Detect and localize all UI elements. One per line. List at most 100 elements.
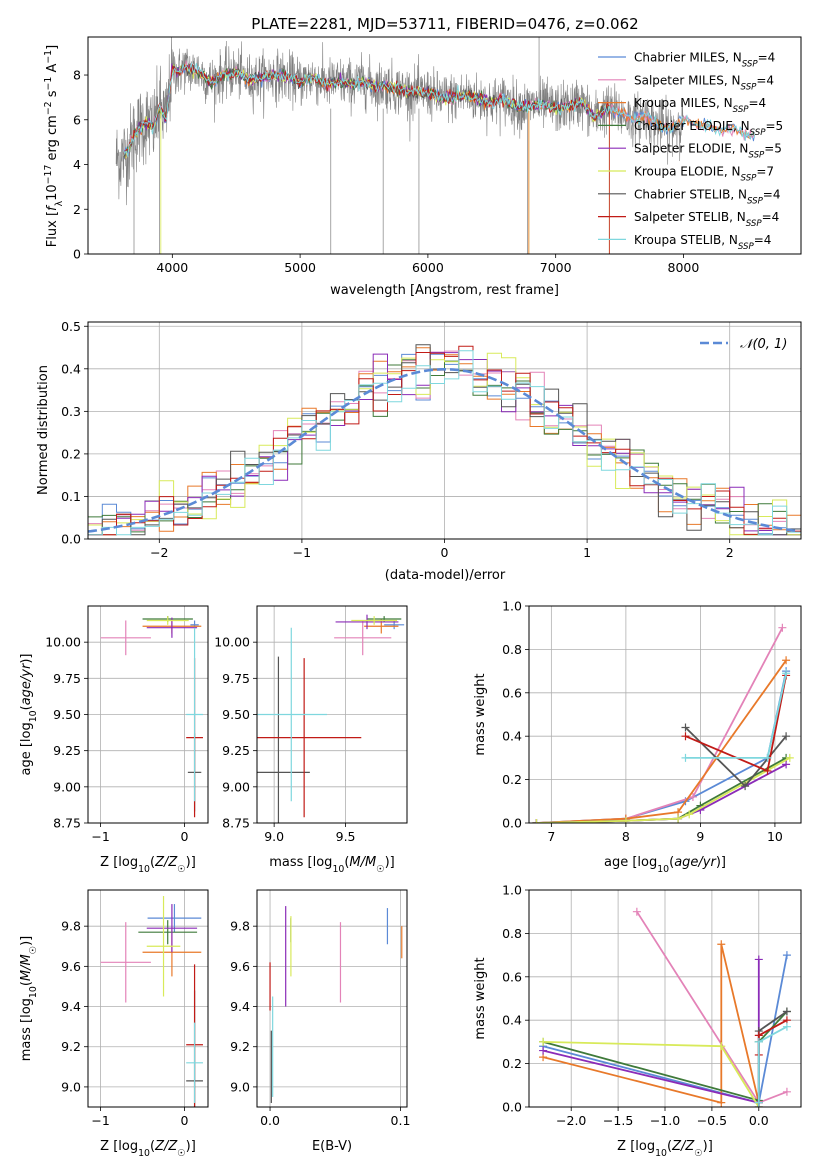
label-part: ( <box>150 1139 155 1154</box>
x-tick-label: 5000 <box>284 260 316 275</box>
x-tick-label: 0 <box>181 1113 189 1128</box>
panel-mass-vs-Z: −1 09.09.29.49.69.8Z [log10(Z/Z☉)]mass [l… <box>19 889 209 1159</box>
x-tick-label: −1 <box>293 545 311 560</box>
figure-title: PLATE=2281, MJD=53711, FIBERID=0476, z=0… <box>251 15 638 33</box>
label-part: =4 <box>756 73 774 87</box>
label-part: M/M <box>19 954 34 981</box>
weight-marker-kroupa-elodie <box>674 814 683 823</box>
axes-frame <box>87 36 802 255</box>
weight-marker-salpeter-stelib <box>681 732 690 741</box>
x-tick-label: 8 <box>622 829 630 844</box>
weight-marker-salpeter-miles <box>632 907 641 916</box>
weight-marker-salpeter-elodie <box>754 955 763 964</box>
legend-entry: Salpeter STELIB, NSSP=4 <box>634 210 779 229</box>
weight-marker-salpeter-elodie <box>539 1046 548 1055</box>
legend-entry: Chabrier STELIB, NSSP=4 <box>634 187 781 206</box>
weight-marker-chabrier-miles <box>782 951 791 960</box>
y-tick-label: 9.0 <box>61 1079 81 1094</box>
label-part: f <box>45 204 60 211</box>
label-part: =4 <box>762 210 780 224</box>
label-part: SSP <box>742 60 759 70</box>
x-tick-label: 1 <box>583 545 591 560</box>
weight-marker-kroupa-elodie <box>539 1037 548 1046</box>
x-tick-label: −2 <box>150 545 168 560</box>
y-tick-label: 0 <box>73 247 81 262</box>
label-part: 10 <box>28 986 39 998</box>
label-part: M/M <box>349 855 376 870</box>
x-tick-label: 9.5 <box>336 829 356 844</box>
label-part: −1 <box>43 50 54 64</box>
y-tick-label: 10.00 <box>45 635 81 650</box>
label-part: ( <box>150 855 155 870</box>
y-tick-label: 9.00 <box>53 779 81 794</box>
x-tick-label: 9.0 <box>264 829 284 844</box>
label-part: age [log <box>19 722 34 775</box>
label-part: Z/Z <box>154 855 178 870</box>
axes-frame <box>256 889 408 1108</box>
x-tick-label: 8000 <box>668 260 700 275</box>
label-part: =4 <box>754 233 772 247</box>
y-tick-label: 1.0 <box>502 599 522 614</box>
plot-area <box>115 37 755 254</box>
x-axis-label: wavelength [Angstrom, rest frame] <box>330 283 559 298</box>
y-tick-label: 9.75 <box>222 671 250 686</box>
x-tick-label: −0.5 <box>697 1113 727 1128</box>
y-tick-label: 0.8 <box>502 926 522 941</box>
label-part: −1 <box>43 77 54 91</box>
weight-line-salpeter-miles <box>536 627 784 823</box>
x-axis-label: E(B-V) <box>312 1139 352 1154</box>
y-tick-label: 0.2 <box>502 772 522 787</box>
x-tick-label: −1.5 <box>603 1113 633 1128</box>
label-part: erg cm <box>45 115 60 164</box>
weight-marker-kroupa-elodie <box>717 1042 726 1051</box>
label-part: )] <box>19 653 34 663</box>
weight-line-salpeter-elodie <box>542 959 760 1104</box>
label-part: )] <box>19 936 34 946</box>
plot-area <box>532 623 794 823</box>
weight-marker-kroupa-stelib <box>754 1098 763 1107</box>
label-part: mass [log <box>269 855 332 870</box>
weight-marker-salpeter-miles <box>688 792 697 801</box>
weight-marker-salpeter-miles <box>782 1087 791 1096</box>
label-part: SSP <box>741 174 758 184</box>
weight-line-kroupa-miles <box>536 659 787 823</box>
label-part: Salpeter STELIB, N <box>634 210 746 224</box>
label-part: Z [log <box>100 855 138 870</box>
x-axis-label: mass [log10(M/M☉)] <box>269 855 395 875</box>
x-tick-label: 7000 <box>540 260 572 275</box>
weight-marker-kroupa-stelib <box>782 1022 791 1031</box>
label-part: E(B-V) <box>312 1139 352 1154</box>
y-tick-label: 9.6 <box>61 959 81 974</box>
label-part: ( <box>669 855 674 870</box>
plot-area <box>88 344 801 536</box>
label-part: SSP <box>733 105 750 115</box>
label-part: −17 <box>43 165 54 185</box>
x-tick-label: 9 <box>696 829 704 844</box>
weight-marker-kroupa-stelib <box>754 1037 763 1046</box>
label-part: SSP <box>747 196 764 206</box>
label-part: Salpeter ELODIE, N <box>634 142 748 156</box>
label-part: ☉ <box>177 1148 185 1159</box>
y-tick-label: 9.25 <box>53 743 81 758</box>
weight-marker-chabrier-stelib <box>681 723 690 732</box>
label-part: 10 <box>657 864 669 875</box>
weight-marker-kroupa-miles <box>717 1098 726 1107</box>
weight-marker-chabrier-stelib <box>782 1007 791 1016</box>
y-axis-label: mass weight <box>473 957 488 1039</box>
histogram-step-kroupa-stelib <box>88 350 801 536</box>
label-part: 10 <box>138 864 150 875</box>
legend-entry: Chabrier ELODIE, NSSP=5 <box>634 119 783 138</box>
x-tick-label: 0.0 <box>260 1113 280 1128</box>
y-tick-label: 0.3 <box>61 404 81 419</box>
panel-spectrum: 4000 5000 6000 7000 8000 0 2 4 6 8 wavelength [Ang… <box>43 36 802 298</box>
y-tick-label: 0.4 <box>502 1013 522 1028</box>
plot-area <box>100 896 203 1107</box>
y-tick-label: 8.75 <box>222 816 250 831</box>
model-line-kroupa-stelib <box>123 62 755 157</box>
y-tick-label: 0.2 <box>502 1056 522 1071</box>
y-tick-label: 0.1 <box>61 489 81 504</box>
y-tick-label: 0.0 <box>502 1100 522 1115</box>
